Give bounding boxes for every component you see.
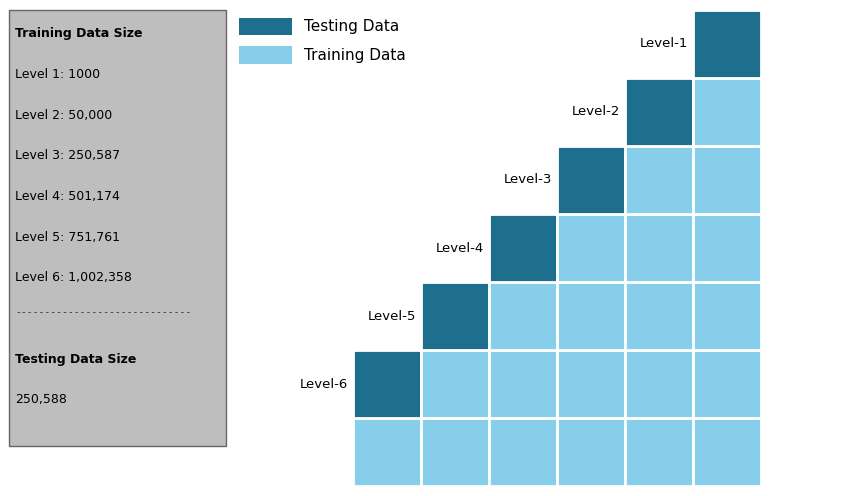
Bar xyxy=(694,146,762,214)
Text: Level-1: Level-1 xyxy=(640,37,688,51)
Bar xyxy=(489,214,557,282)
Bar xyxy=(694,10,762,78)
Bar xyxy=(557,418,625,486)
Bar xyxy=(353,418,421,486)
Bar xyxy=(625,350,694,418)
Bar xyxy=(489,282,557,350)
Bar xyxy=(625,282,694,350)
Bar xyxy=(557,146,625,214)
Text: Level 1: 1000: Level 1: 1000 xyxy=(15,68,100,81)
Bar xyxy=(489,350,557,418)
Bar xyxy=(694,214,762,282)
Bar xyxy=(489,418,557,486)
Bar xyxy=(625,418,694,486)
Text: Level-2: Level-2 xyxy=(572,106,620,119)
Bar xyxy=(421,350,489,418)
Text: Level 5: 751,761: Level 5: 751,761 xyxy=(15,231,120,244)
Bar xyxy=(421,418,489,486)
Text: Level 6: 1,002,358: Level 6: 1,002,358 xyxy=(15,271,132,284)
Legend: Testing Data, Training Data: Testing Data, Training Data xyxy=(238,17,406,63)
Text: Level 2: 50,000: Level 2: 50,000 xyxy=(15,109,112,122)
Bar xyxy=(694,418,762,486)
Bar xyxy=(625,214,694,282)
Text: Level 3: 250,587: Level 3: 250,587 xyxy=(15,149,121,162)
Text: Level-4: Level-4 xyxy=(436,242,484,254)
Bar xyxy=(694,78,762,146)
Bar xyxy=(557,350,625,418)
Bar xyxy=(557,282,625,350)
Text: Level 4: 501,174: Level 4: 501,174 xyxy=(15,190,120,203)
Text: Level-3: Level-3 xyxy=(504,174,552,186)
Bar xyxy=(625,78,694,146)
Bar xyxy=(694,350,762,418)
Bar xyxy=(694,282,762,350)
Bar xyxy=(353,350,421,418)
Bar xyxy=(421,282,489,350)
Text: Training Data Size: Training Data Size xyxy=(15,27,143,40)
Text: Testing Data Size: Testing Data Size xyxy=(15,353,137,366)
Text: Level-5: Level-5 xyxy=(368,310,416,322)
Bar xyxy=(557,214,625,282)
Bar xyxy=(625,146,694,214)
Text: Level-6: Level-6 xyxy=(300,377,348,390)
Text: 250,588: 250,588 xyxy=(15,393,67,406)
Text: ------------------------------: ------------------------------ xyxy=(15,307,191,317)
